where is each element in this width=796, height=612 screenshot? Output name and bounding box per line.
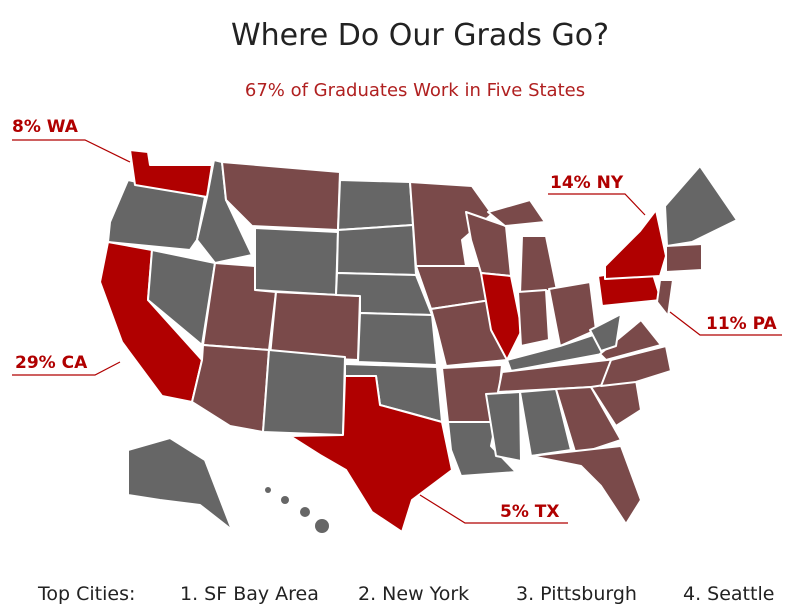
title: Where Do Our Grads Go? bbox=[231, 18, 609, 53]
callout: 5% TX bbox=[500, 502, 559, 522]
callout: 29% CA bbox=[15, 353, 88, 373]
state bbox=[289, 375, 453, 533]
island bbox=[315, 519, 329, 533]
callout: 11% PA bbox=[706, 314, 778, 334]
state bbox=[530, 445, 642, 525]
island bbox=[265, 487, 271, 493]
state bbox=[196, 159, 253, 264]
callouts: 8% WA 14% NY 11% PA 29% CA 5% TX bbox=[12, 117, 782, 524]
callout: 14% NY bbox=[550, 173, 624, 193]
state bbox=[665, 243, 703, 273]
state bbox=[656, 279, 674, 317]
state bbox=[254, 227, 339, 296]
state bbox=[336, 224, 417, 276]
state bbox=[191, 344, 270, 433]
city: 4. Seattle bbox=[683, 583, 774, 605]
state bbox=[555, 386, 622, 456]
state bbox=[357, 312, 438, 366]
state bbox=[487, 199, 546, 227]
state bbox=[600, 345, 672, 387]
callout-line bbox=[419, 494, 568, 524]
state bbox=[519, 388, 572, 457]
state bbox=[269, 291, 361, 361]
state bbox=[129, 149, 213, 198]
state bbox=[262, 349, 346, 436]
callout-line bbox=[669, 311, 782, 336]
top-cities-label: Top Cities: bbox=[37, 583, 135, 605]
state bbox=[221, 161, 341, 231]
state bbox=[480, 272, 523, 361]
callout-line bbox=[548, 193, 646, 216]
state bbox=[604, 209, 667, 280]
callout-line bbox=[12, 361, 121, 376]
state bbox=[519, 235, 558, 295]
state bbox=[599, 319, 662, 361]
subtitle: 67% of Graduates Work in Five States bbox=[245, 80, 585, 101]
island bbox=[300, 507, 310, 517]
callout-line bbox=[12, 139, 131, 163]
top-cities: Top Cities: 1. SF Bay Area 2. New York 3… bbox=[37, 583, 774, 605]
city: 3. Pittsburgh bbox=[516, 583, 637, 605]
state bbox=[485, 391, 522, 462]
city: 2. New York bbox=[358, 583, 469, 605]
state bbox=[127, 437, 233, 531]
state bbox=[517, 289, 550, 347]
state bbox=[589, 313, 622, 352]
city: 1. SF Bay Area bbox=[180, 583, 319, 605]
state bbox=[664, 165, 738, 247]
state bbox=[337, 179, 414, 231]
island bbox=[281, 496, 289, 504]
callout: 8% WA bbox=[12, 117, 79, 137]
us-map bbox=[99, 149, 738, 533]
